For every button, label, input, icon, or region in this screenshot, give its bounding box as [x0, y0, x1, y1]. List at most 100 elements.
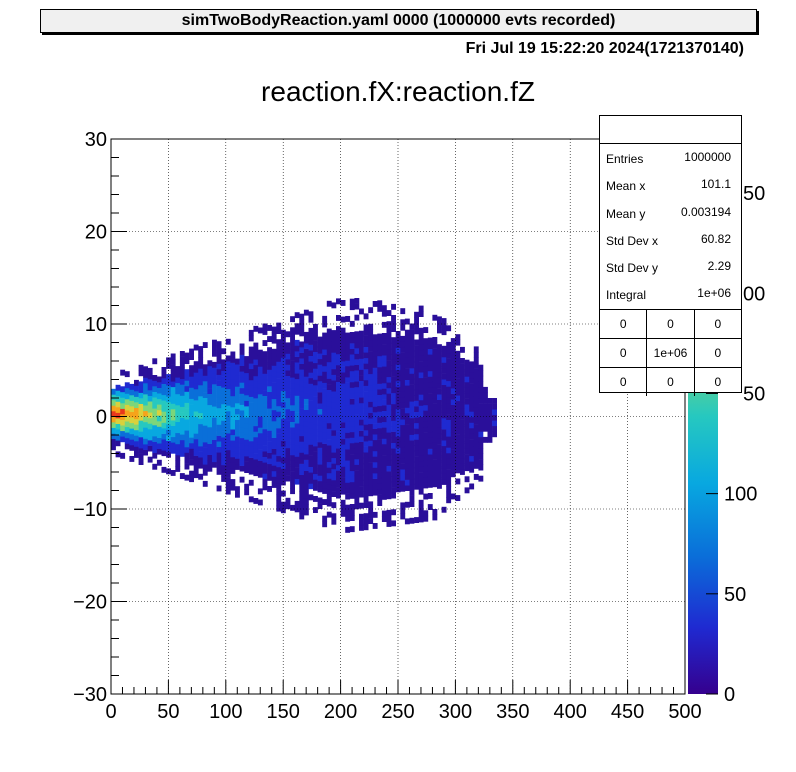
heatmap-cell: [230, 368, 236, 374]
heatmap-cell: [326, 384, 332, 390]
heatmap-cell: [455, 378, 461, 385]
heatmap-cell: [262, 484, 268, 491]
stats-title-row: [600, 116, 741, 144]
heatmap-cell: [483, 386, 488, 393]
heatmap-cell: [239, 432, 245, 439]
heatmap-cell: [294, 462, 300, 468]
heatmap-cell: [354, 298, 360, 304]
heatmap-cell: [267, 375, 272, 381]
heatmap-cell: [212, 400, 217, 407]
heatmap-cell: [271, 365, 277, 372]
heatmap-cell: [418, 510, 424, 517]
heatmap-cell: [336, 298, 341, 305]
heatmap-cell: [193, 433, 199, 440]
heatmap-cell: [198, 362, 204, 369]
heatmap-cell: [437, 421, 442, 428]
heatmap-cell: [409, 345, 415, 352]
heatmap-cell: [473, 374, 479, 380]
heatmap-cell: [437, 344, 442, 351]
heatmap-cell: [216, 385, 222, 392]
heatmap-cell: [313, 418, 318, 425]
heatmap-cell: [349, 448, 355, 455]
heatmap-cell: [317, 375, 323, 382]
heatmap-cell: [326, 417, 332, 424]
heatmap-cell: [308, 355, 314, 362]
heatmap-cell: [179, 389, 185, 396]
heatmap-cell: [386, 432, 392, 439]
heatmap-cell: [216, 346, 222, 353]
heatmap-cell: [216, 457, 222, 464]
heatmap-cell: [189, 381, 194, 388]
heatmap-cell: [216, 418, 222, 425]
heatmap-cell: [464, 448, 470, 455]
heatmap-cell: [271, 376, 277, 383]
heatmap-cell: [235, 408, 240, 415]
heatmap-cell: [294, 356, 300, 363]
heatmap-cell: [257, 399, 263, 406]
heatmap-cell: [336, 381, 341, 388]
heatmap-cell: [193, 444, 199, 451]
heatmap-cell: [391, 442, 396, 449]
heatmap-cell: [400, 458, 406, 464]
colorbar-tick-label: 50: [724, 584, 746, 606]
heatmap-cell: [322, 515, 328, 522]
heatmap-cell: [377, 416, 383, 423]
heatmap-cell: [336, 398, 341, 405]
heatmap-cell: [455, 417, 461, 424]
heatmap-cell: [147, 440, 153, 446]
heatmap-cell: [303, 381, 309, 388]
heatmap-cell: [317, 480, 323, 487]
heatmap-cell: [271, 332, 277, 338]
heatmap-cell: [221, 426, 227, 432]
heatmap-cell: [441, 362, 447, 369]
heatmap-cell: [248, 496, 254, 503]
heatmap-cell: [349, 431, 355, 438]
heatmap-cell: [418, 461, 424, 467]
heatmap-cell: [478, 431, 484, 438]
heatmap-cell: [336, 492, 341, 499]
heatmap-cell: [400, 469, 406, 475]
heatmap-cell: [308, 350, 314, 356]
heatmap-cell: [161, 411, 167, 418]
heatmap-cell: [386, 393, 392, 400]
heatmap-cell: [253, 370, 259, 377]
heatmap-cell: [349, 381, 355, 388]
heatmap-cell: [395, 447, 401, 454]
heatmap-cell: [414, 395, 419, 401]
heatmap-cell: [285, 386, 291, 393]
heatmap-cell: [359, 352, 364, 359]
heatmap-cell: [189, 437, 194, 444]
heatmap-cell: [483, 420, 488, 427]
heatmap-cell: [326, 467, 332, 474]
heatmap-cell: [427, 443, 433, 449]
heatmap-cell: [446, 458, 452, 465]
heatmap-cell: [395, 392, 401, 398]
heatmap-cell: [336, 353, 341, 360]
heatmap-cell: [299, 324, 305, 331]
heatmap-cell: [340, 377, 346, 384]
heatmap-cell: [202, 414, 208, 421]
heatmap-cell: [326, 356, 332, 363]
stats-row: Mean y 0.003194: [600, 199, 741, 226]
heatmap-cell: [381, 516, 387, 522]
heatmap-cell: [207, 399, 213, 406]
heatmap-cell: [391, 459, 396, 466]
heatmap-cell: [276, 383, 282, 390]
heatmap-cell: [290, 399, 295, 406]
heatmap-cell: [317, 425, 323, 432]
heatmap-cell: [359, 491, 364, 498]
heatmap-cell: [418, 372, 424, 379]
heatmap-cell: [427, 382, 433, 388]
heatmap-cell: [386, 371, 392, 378]
heatmap-cell: [111, 422, 116, 428]
heatmap-cell: [212, 395, 217, 402]
heatmap-cell: [363, 407, 369, 414]
heatmap-cell: [294, 367, 300, 374]
heatmap-cell: [460, 430, 465, 437]
heatmap-cell: [400, 452, 406, 459]
heatmap-cell: [432, 431, 438, 438]
heatmap-cell: [400, 513, 406, 520]
heatmap-cell: [473, 385, 479, 392]
heatmap-cell: [450, 404, 456, 411]
heatmap-cell: [359, 336, 364, 343]
